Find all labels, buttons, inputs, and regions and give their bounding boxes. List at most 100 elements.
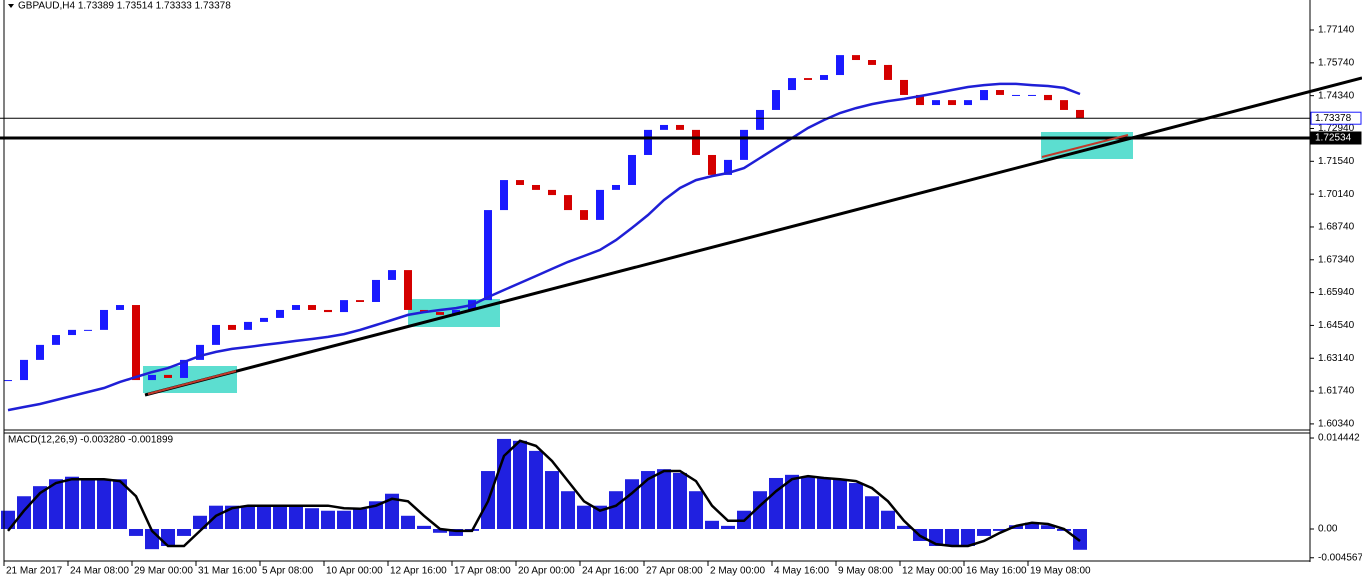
histogram-bar [641,471,655,529]
y-tick-label: 1.74340 [1318,90,1355,101]
candle [36,344,44,360]
candle [980,90,988,101]
histogram-bar [561,491,575,529]
candle [340,300,348,313]
histogram-bar [1073,529,1087,550]
x-tick-label: 4 May 16:00 [774,566,829,577]
candle [516,180,524,185]
x-tick-label: 12 May 00:00 [902,566,963,577]
y-tick-label: 1.61740 [1318,386,1355,397]
x-tick-label: 31 Mar 16:00 [198,566,257,577]
candle [532,184,540,190]
candle [1076,109,1084,119]
candle [212,324,220,345]
histogram-bar [529,450,543,529]
candle [84,329,92,331]
y-tick-label: 1.72940 [1318,123,1355,134]
histogram-bar [993,529,1007,531]
y-tick-label: 1.77140 [1318,25,1355,36]
histogram-bar [273,505,287,529]
candle [948,100,956,106]
y-tick-label: 1.70140 [1318,189,1355,200]
x-tick-label: 16 May 16:00 [966,566,1027,577]
histogram-bar [833,479,847,529]
candle [116,305,124,310]
candle [1028,94,1036,96]
candle [260,317,268,322]
histogram-bar [657,469,671,529]
candle [628,154,636,185]
x-tick-label: 21 Mar 2017 [6,566,63,577]
histogram-bar [625,479,639,529]
x-tick-label: 27 Apr 08:00 [646,566,703,577]
histogram-bar [577,505,591,529]
histogram-bar [721,525,735,529]
candle [372,279,380,302]
x-tick-label: 5 Apr 08:00 [262,566,314,577]
candle [484,210,492,301]
histogram-bar [353,508,367,529]
y-tick-label: 1.68740 [1318,222,1355,233]
trendline-highlight [1041,134,1129,158]
y-tick-label: 0.00 [1318,524,1338,535]
x-tick-label: 24 Mar 08:00 [70,566,129,577]
candle [644,129,652,155]
candle [52,335,60,345]
candle [20,359,28,381]
candle [708,154,716,175]
histogram-bar [177,529,191,536]
candle [916,94,924,106]
x-tick-label: 2 May 00:00 [710,566,765,577]
price-label: 1.73378 [1315,113,1352,124]
candle [100,309,108,330]
histogram-bar [449,529,463,536]
x-tick-label: 19 May 08:00 [1030,566,1091,577]
y-tick-label: 1.71540 [1318,156,1355,167]
candle [324,309,332,313]
trendline [144,76,1362,397]
candle [308,305,316,310]
y-tick-label: 1.63140 [1318,353,1355,364]
histogram-bar [865,496,879,529]
histogram-bar [513,440,527,529]
histogram-bar [289,505,303,529]
candle [1060,100,1068,110]
histogram-bar [257,505,271,529]
histogram-bar [977,529,991,536]
histogram-bar [961,529,975,547]
y-tick-label: 1.75740 [1318,57,1355,68]
candle [180,359,188,378]
histogram-bar [113,479,127,529]
candle [932,100,940,106]
candle [756,109,764,130]
candle [148,374,156,381]
candle [788,78,796,91]
candle [356,300,364,302]
signal-line [7,439,1081,548]
candle [740,129,748,160]
candle [548,189,556,196]
x-tick-label: 12 Apr 16:00 [390,566,447,577]
candle [292,305,300,310]
y-tick-label: -0.004567 [1318,552,1362,563]
x-tick-label: 9 May 08:00 [838,566,893,577]
histogram-bar [321,510,335,529]
histogram-bar [945,529,959,547]
histogram-bar [785,474,799,529]
histogram-bar [801,476,815,529]
candle [884,64,892,80]
candle [660,124,668,130]
candle [4,380,12,382]
x-tick-label: 10 Apr 00:00 [326,566,383,577]
histogram-bar [817,477,831,529]
histogram-bar [417,525,431,529]
candle [244,321,252,330]
candle [1012,94,1020,96]
candle [1044,94,1052,101]
y-tick-label: 1.60340 [1318,419,1355,430]
histogram-bar [401,515,415,529]
candle [772,90,780,110]
x-tick-label: 24 Apr 16:00 [582,566,639,577]
candle [580,210,588,220]
